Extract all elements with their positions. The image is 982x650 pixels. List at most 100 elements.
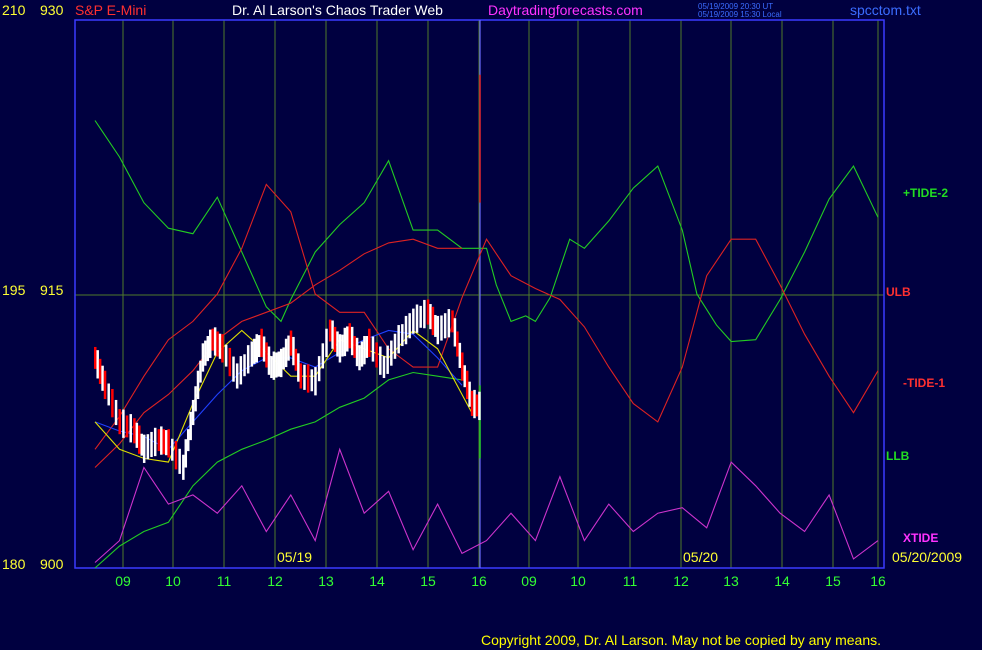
price-bar-33-2 [475, 394, 479, 417]
date-label-0520: 05/20 [683, 549, 719, 565]
price-bar-15-1 [262, 336, 266, 362]
price-bar-10-0 [201, 343, 205, 372]
price-bar-11-3 [218, 333, 222, 359]
price-bar-31-2 [456, 331, 459, 357]
price-bar-18-0 [289, 330, 293, 356]
series-line--tide-1 [94, 183, 879, 450]
price-bar-27-0 [397, 325, 400, 354]
price-bar-17-0 [279, 348, 283, 378]
price-bar-1-3 [101, 365, 104, 391]
price-bar-32-2 [465, 370, 469, 400]
hour-label-8: 09 [521, 573, 537, 589]
instrument-title: S&P E-Mini [75, 2, 147, 18]
price-bar-20-0 [314, 367, 317, 396]
price-bar-14-3 [257, 335, 261, 358]
copyright-notice: Copyright 2009, Dr. Al Larson. May not b… [481, 632, 882, 648]
price-bar-24-3 [365, 336, 369, 358]
price-bar-7-1 [171, 438, 174, 461]
price-bar-27-1 [401, 324, 404, 347]
hour-label-12: 13 [723, 573, 739, 589]
price-bar-13-2 [243, 354, 246, 377]
price-bar-31-1 [453, 318, 457, 347]
price-bar-12-0 [221, 334, 224, 363]
price-bar-29-2 [431, 306, 435, 336]
price-bar-8-2 [186, 429, 190, 452]
price-bar-4-0 [133, 418, 136, 444]
series-line-xtide [94, 447, 879, 563]
price-bar-15-3 [267, 346, 271, 375]
price-bar-16-2 [275, 352, 278, 378]
price-bar-18-3 [297, 353, 300, 382]
price-bar-15-2 [265, 342, 268, 368]
hour-label-10: 11 [623, 573, 638, 589]
price-bar-8-3 [189, 411, 192, 441]
chart-title: Dr. Al Larson's Chaos Trader Web [232, 2, 443, 18]
price-bar-18-2 [294, 348, 298, 371]
price-bar-20-2 [321, 343, 325, 369]
price-bar-10-2 [206, 336, 210, 362]
price-bar-7-3 [178, 448, 181, 474]
hour-label-15: 16 [870, 573, 886, 589]
price-bar-31-3 [458, 342, 462, 368]
price-bar-11-1 [213, 327, 217, 356]
price-bar-28-3 [423, 299, 426, 329]
y-label-bottom-outer: 180 [2, 556, 26, 572]
y-label-top-outer: 210 [2, 2, 26, 18]
price-bar-32-0 [461, 352, 464, 381]
price-bar-4-2 [138, 425, 141, 454]
price-bar-12-3 [232, 356, 235, 382]
hour-label-9: 10 [570, 573, 586, 589]
price-bar-1-1 [96, 350, 99, 379]
price-bar-25-2 [375, 342, 378, 368]
timestamp-local: 05/19/2009 15:30 Local [698, 10, 782, 19]
price-bar-25-0 [368, 328, 371, 358]
price-bar-16-3 [277, 351, 281, 377]
y-label-mid-outer: 195 [2, 282, 26, 298]
price-bar-5-2 [150, 431, 153, 458]
price-bar-9-1 [194, 386, 197, 412]
y-label-mid-inner: 915 [40, 282, 64, 298]
price-bar-3-1 [122, 409, 125, 438]
date-label-0519: 05/19 [277, 549, 313, 565]
price-bar-26-2 [390, 340, 393, 366]
price-bar-26-3 [393, 333, 397, 359]
price-bar-23-1 [350, 326, 354, 356]
price-bar-17-3 [287, 335, 290, 361]
date-label-full: 05/20/2009 [892, 549, 963, 565]
price-bar-17-2 [284, 338, 288, 368]
price-bar-19-1 [303, 364, 306, 390]
price-bar-16-1 [272, 351, 276, 380]
hour-label-4: 13 [318, 573, 334, 589]
price-bar-6-3 [164, 430, 168, 456]
price-bar-13-3 [246, 345, 250, 374]
price-bar-23-0 [348, 323, 351, 349]
hour-label-0: 09 [115, 573, 131, 589]
price-bar-12-2 [228, 347, 232, 377]
website-link[interactable]: Daytradingforecasts.com [488, 2, 643, 18]
price-bar-5-0 [142, 434, 146, 463]
price-bar-14-2 [255, 334, 258, 363]
price-bar-11-0 [211, 328, 214, 351]
price-bar-19-3 [310, 369, 314, 392]
price-bar-29-0 [426, 299, 430, 325]
y-label-top-inner: 930 [40, 2, 64, 18]
price-bar-21-3 [336, 331, 339, 357]
price-bar-16-0 [270, 356, 273, 379]
price-bar-22-3 [346, 326, 349, 352]
price-bar-1-2 [98, 358, 102, 384]
price-bar-10-1 [204, 340, 207, 366]
price-bar-6-0 [157, 429, 161, 452]
price-bar-23-2 [353, 336, 356, 358]
price-bar-30-0 [436, 315, 440, 345]
legend-ulb: ULB [886, 285, 911, 299]
price-bar-20-1 [317, 356, 321, 382]
price-bar-24-0 [358, 345, 361, 371]
price-bar-1-0 [94, 346, 97, 369]
price-bar-32-3 [468, 381, 471, 407]
price-bar-17-1 [282, 347, 285, 370]
price-bar-19-0 [299, 363, 303, 389]
price-bar-26-0 [382, 356, 386, 379]
price-bar-27-3 [408, 313, 411, 339]
price-bar-24-2 [363, 336, 366, 365]
